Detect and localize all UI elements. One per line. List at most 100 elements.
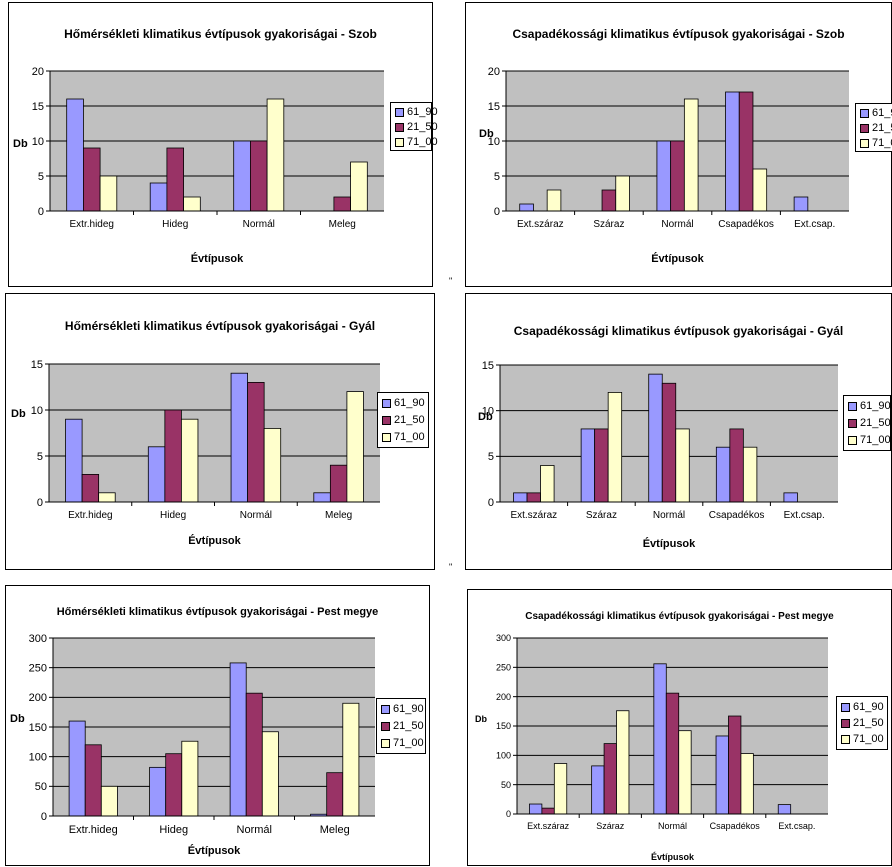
bar xyxy=(740,753,754,815)
bar xyxy=(526,492,541,503)
legend-label: 21_50 xyxy=(393,720,424,732)
chart-title: Csapadékossági klimatikus évtípusok gyak… xyxy=(525,611,834,622)
bar xyxy=(247,382,265,503)
legend-item: 61_90 xyxy=(382,397,425,409)
chart-svg: 0 50 100 150 200 250 300 Extr.hideg Hideg Normál M… xyxy=(29,633,375,836)
x-tick-label: Meleg xyxy=(329,219,356,230)
y-tick-label: 0 xyxy=(41,811,47,823)
bar xyxy=(350,161,368,212)
legend-label: 71_00 xyxy=(853,733,884,745)
chart-svg: 0 5 10 15 20 Extr.hideg Hideg Normál Meleg xyxy=(32,66,384,230)
legend-item: 21_50 xyxy=(382,414,425,426)
y-tick-label: 100 xyxy=(496,750,511,760)
x-tick-label: Normál xyxy=(240,510,272,521)
y-tick-label: 5 xyxy=(38,171,44,183)
x-tick-label: Száraz xyxy=(586,510,617,521)
bar xyxy=(183,196,201,212)
x-tick-label: Száraz xyxy=(593,219,624,230)
legend-swatch xyxy=(841,718,850,728)
legend-item: 61_90 xyxy=(381,703,424,715)
legend-label: 71_00 xyxy=(393,737,424,749)
legend-label: 21_50 xyxy=(853,717,884,729)
legend: 61_90 21_50 71_00 xyxy=(843,395,891,451)
y-axis-label: Db xyxy=(10,713,25,725)
chart-panel-temp-gyal: 0 5 10 15 Extr.hideg Hideg Normál Meleg Hőmérsé… xyxy=(5,293,435,570)
legend-swatch xyxy=(860,123,869,133)
x-tick-label: Meleg xyxy=(320,824,350,836)
y-tick-label: 10 xyxy=(488,136,500,148)
x-tick-label: Száraz xyxy=(596,821,625,831)
bar xyxy=(164,409,182,503)
y-tick-label: 5 xyxy=(488,451,494,463)
legend-swatch xyxy=(860,108,869,118)
x-tick-label: Csapadékos xyxy=(718,219,774,230)
x-axis-label: Évtípusok xyxy=(650,852,694,862)
bar xyxy=(678,730,692,815)
bar xyxy=(675,428,690,503)
x-tick-label: Extr.hideg xyxy=(69,824,118,836)
x-tick-label: Csapadékos xyxy=(709,510,765,521)
bar xyxy=(603,743,617,815)
chart-svg: 0 5 10 15 Ext.száraz Száraz Normál Csapadékos Ex… xyxy=(482,360,838,521)
x-tick-label: Normál xyxy=(661,219,693,230)
y-tick-label: 50 xyxy=(35,781,47,793)
bar xyxy=(83,147,101,212)
y-tick-label: 15 xyxy=(482,360,494,372)
y-axis-label: Db xyxy=(475,714,487,724)
x-tick-label: Ext.csap. xyxy=(784,510,825,521)
bar xyxy=(661,382,677,503)
y-tick-label: 300 xyxy=(29,633,47,645)
bar xyxy=(541,807,555,815)
bar xyxy=(752,168,768,212)
y-tick-label: 250 xyxy=(496,662,511,672)
bar xyxy=(529,803,543,815)
legend-label: 21_50 xyxy=(394,414,425,426)
legend-item: 71_00 xyxy=(841,733,884,745)
chart-title: Csapadékossági klimatikus évtípusok gyak… xyxy=(513,324,844,338)
legend-swatch xyxy=(395,137,404,147)
bar xyxy=(519,203,534,212)
legend-label: 21_50 xyxy=(407,121,438,133)
bar xyxy=(540,465,555,503)
legend-swatch xyxy=(382,432,391,442)
bar xyxy=(181,740,199,817)
y-tick-label: 0 xyxy=(37,497,43,509)
chart-svg: 0 5 10 15 20 Ext.száraz Száraz Normál Csapadékos… xyxy=(488,66,849,230)
x-tick-label: Normál xyxy=(658,821,687,831)
bar xyxy=(793,196,809,212)
y-tick-label: 50 xyxy=(501,780,511,790)
bar xyxy=(329,464,348,503)
legend: 61_90 21_50 71_00 xyxy=(855,103,892,152)
x-tick-label: Ext.száraz xyxy=(517,219,564,230)
x-tick-label: Normál xyxy=(237,824,272,836)
bar xyxy=(65,418,83,503)
bar xyxy=(342,702,360,817)
legend-swatch xyxy=(860,138,869,148)
legend-swatch xyxy=(841,702,850,712)
bar xyxy=(149,766,167,817)
legend-label: 61_90 xyxy=(393,703,424,715)
bar xyxy=(683,98,699,212)
bar xyxy=(261,731,279,817)
bar xyxy=(149,182,168,212)
legend-item: 71_00 xyxy=(395,136,438,148)
bar xyxy=(738,91,754,212)
y-tick-label: 200 xyxy=(29,692,47,704)
y-tick-label: 20 xyxy=(32,66,44,78)
legend-item: 21_50 xyxy=(848,417,891,429)
y-axis-label: Db xyxy=(11,408,26,420)
bar xyxy=(513,492,528,503)
bar xyxy=(615,175,630,212)
bar xyxy=(648,373,663,503)
bar xyxy=(777,804,792,815)
legend-label: 61_90 xyxy=(394,397,425,409)
bar xyxy=(165,753,183,817)
y-tick-label: 5 xyxy=(494,171,500,183)
legend-label: 61_90 xyxy=(407,106,438,118)
bar xyxy=(656,140,672,212)
bar xyxy=(68,720,86,817)
legend-swatch xyxy=(841,734,850,744)
bar xyxy=(728,715,742,815)
chart-svg: 0 50 100 150 200 250 300 Ext.száraz Száraz Normál… xyxy=(496,633,828,831)
x-tick-label: Ext.csap. xyxy=(778,821,815,831)
